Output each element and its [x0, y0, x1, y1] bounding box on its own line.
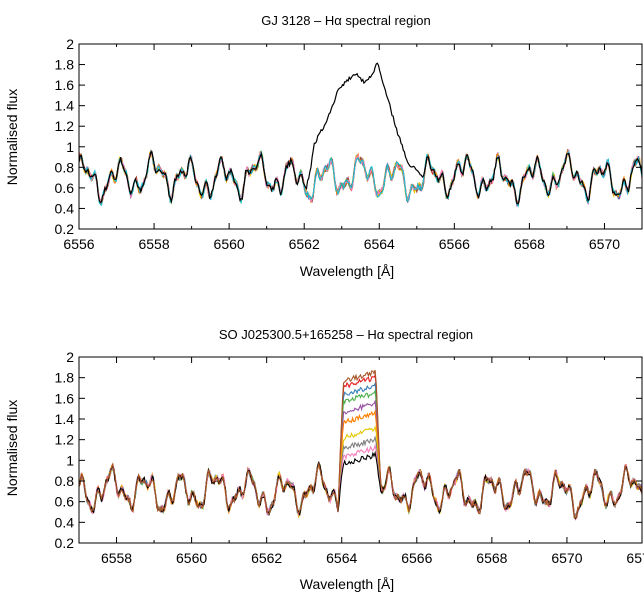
x-tick-label: 6566	[439, 236, 470, 252]
plot-frame-top	[78, 43, 643, 230]
y-tick-label: 1.8	[55, 370, 75, 386]
y-tick-label: 0.8	[55, 159, 75, 175]
chart-panel-top: GJ 3128 – Hα spectral region Normalised …	[4, 13, 643, 279]
axes-bottom: 0.2 0.4 0.6 0.8 1 1.2 1.4 1.6 1.8 2 6558 6560 6562 65…	[55, 349, 644, 566]
y-axis-label-top: Normalised flux	[4, 89, 20, 185]
x-tick-label: 6564	[364, 236, 395, 252]
y-tick-label: 1.4	[55, 411, 75, 427]
x-tick-label: 6568	[476, 550, 507, 566]
spectrum-line	[79, 450, 642, 520]
x-tick-label: 6564	[326, 550, 357, 566]
y-tick-label: 1	[66, 139, 74, 155]
x-tick-label: 6572	[626, 550, 644, 566]
x-tick-label: 6560	[214, 236, 245, 252]
spectra-bottom	[79, 369, 642, 521]
plot-frame-bottom	[78, 356, 643, 544]
y-tick-label: 0.2	[55, 535, 75, 551]
y-tick-label: 1.6	[55, 390, 75, 406]
x-tick-label: 6562	[251, 550, 282, 566]
chart-title-bottom: SO J025300.5+165258 – Hα spectral region	[219, 327, 473, 342]
x-tick-label: 6558	[101, 550, 132, 566]
x-tick-label: 6568	[514, 236, 545, 252]
y-tick-label: 0.4	[55, 514, 75, 530]
y-tick-label: 1	[66, 452, 74, 468]
y-tick-label: 1.4	[55, 98, 75, 114]
flare-spectrum-line	[79, 62, 642, 205]
y-tick-label: 1.8	[55, 57, 75, 73]
y-tick-label: 1.6	[55, 77, 75, 93]
y-tick-label: 0.8	[55, 473, 75, 489]
spectrum-line	[79, 409, 642, 519]
y-tick-label: 1.2	[55, 118, 75, 134]
y-tick-label: 0.6	[55, 180, 75, 196]
y-tick-label: 1.2	[55, 432, 75, 448]
spectrum-line	[79, 389, 642, 519]
x-tick-label: 6570	[589, 236, 620, 252]
x-axis-label-top: Wavelength [Å]	[300, 263, 394, 279]
spectra-top	[79, 62, 642, 208]
x-tick-label: 6562	[289, 236, 320, 252]
y-tick-label: 0.4	[55, 200, 75, 216]
y-axis-label-bottom: Normalised flux	[4, 400, 20, 496]
spectrum-line	[79, 425, 642, 520]
y-tick-label: 2	[66, 349, 74, 365]
spectrum-line	[79, 369, 642, 519]
x-axis-label-bottom: Wavelength [Å]	[300, 576, 394, 592]
x-tick-label: 6560	[176, 550, 207, 566]
chart-title-top: GJ 3128 – Hα spectral region	[261, 13, 430, 28]
y-tick-label: 0.2	[55, 221, 75, 237]
x-tick-label: 6570	[551, 550, 582, 566]
x-tick-label: 6558	[138, 236, 169, 252]
axes-top: 0.2 0.4 0.6 0.8 1 1.2 1.4 1.6 1.8 2 6556 6558 6560 65…	[55, 36, 643, 252]
spectrum-line	[79, 150, 642, 208]
y-tick-label: 2	[66, 36, 74, 52]
chart-panel-bottom: SO J025300.5+165258 – Hα spectral region…	[4, 327, 644, 592]
x-tick-label: 6566	[401, 550, 432, 566]
x-tick-label: 6556	[63, 236, 94, 252]
y-tick-label: 0.6	[55, 494, 75, 510]
